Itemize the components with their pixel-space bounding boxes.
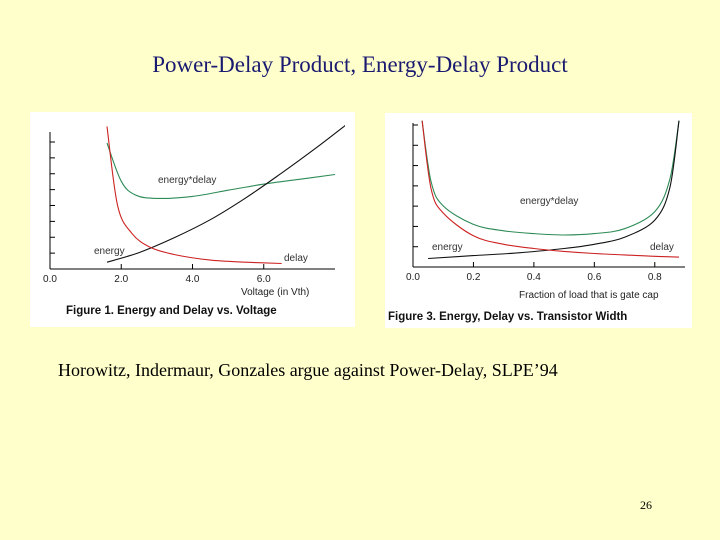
series-line-energy-delay xyxy=(106,142,336,200)
figure-3-energy-delay-vs-width: 0.0 0.2 0.4 0.6 0.8 energy*delay energy dela… xyxy=(385,113,692,328)
x-tick-label: 4.0 xyxy=(186,274,200,285)
series-group xyxy=(421,120,680,260)
page-number: 26 xyxy=(640,498,652,512)
x-tick-label: 0.2 xyxy=(466,272,480,283)
y-ticks xyxy=(413,124,418,268)
series-line-delay xyxy=(106,126,282,265)
series-line-energy xyxy=(428,120,680,260)
series-line-delay xyxy=(421,120,680,258)
x-axis-label: Fraction of load that is gate cap xyxy=(519,290,659,301)
figure-1-energy-delay-vs-voltage: 0.0 2.0 4.0 6.0 energy*delay energy delay V… xyxy=(30,112,355,327)
x-ticks: 0.0 0.2 0.4 0.6 0.8 xyxy=(406,262,662,283)
x-tick-label: 0.0 xyxy=(43,274,57,285)
x-tick-label: 0.0 xyxy=(406,272,420,283)
series-group xyxy=(106,125,345,265)
body-text: Horowitz, Indermaur, Gonzales argue agai… xyxy=(58,360,558,380)
figure-1-chart: 0.0 2.0 4.0 6.0 energy*delay energy delay V… xyxy=(43,125,345,298)
x-axis-label: Voltage (in Vth) xyxy=(241,287,309,298)
series-line-energy xyxy=(106,125,345,263)
y-ticks xyxy=(50,141,55,270)
energy-label: energy xyxy=(432,242,463,253)
energy-delay-label: energy*delay xyxy=(158,175,216,186)
x-tick-label: 6.0 xyxy=(257,274,271,285)
energy-label: energy xyxy=(94,246,125,257)
slide-title: Power-Delay Product, Energy-Delay Produc… xyxy=(152,52,568,77)
series-line-energy-delay xyxy=(421,120,680,236)
x-tick-label: 0.6 xyxy=(587,272,601,283)
figure-1-caption: Figure 1. Energy and Delay vs. Voltage xyxy=(66,305,277,317)
delay-label: delay xyxy=(650,242,674,253)
delay-label: delay xyxy=(284,253,308,264)
x-tick-label: 2.0 xyxy=(114,274,128,285)
energy-delay-label: energy*delay xyxy=(520,196,578,207)
x-ticks: 0.0 2.0 4.0 6.0 xyxy=(43,264,271,285)
figure-3-caption: Figure 3. Energy, Delay vs. Transistor W… xyxy=(388,311,628,323)
x-tick-label: 0.8 xyxy=(648,272,662,283)
x-tick-label: 0.4 xyxy=(527,272,541,283)
figure-3-chart: 0.0 0.2 0.4 0.6 0.8 energy*delay energy dela… xyxy=(406,120,685,301)
